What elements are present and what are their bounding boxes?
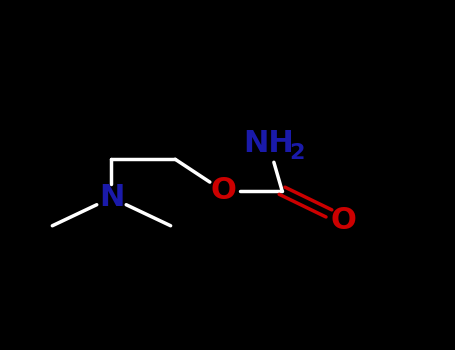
Text: O: O (331, 206, 356, 235)
Text: N: N (99, 183, 124, 212)
Text: NH: NH (243, 129, 294, 158)
Text: 2: 2 (289, 143, 304, 163)
Text: O: O (210, 176, 236, 205)
